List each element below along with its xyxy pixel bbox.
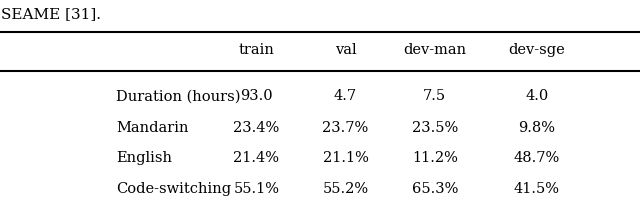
Text: 4.0: 4.0 (525, 89, 548, 103)
Text: 7.5: 7.5 (423, 89, 446, 103)
Text: 4.7: 4.7 (334, 89, 357, 103)
Text: dev-sge: dev-sge (508, 43, 565, 57)
Text: val: val (335, 43, 356, 57)
Text: 9.8%: 9.8% (518, 121, 555, 134)
Text: English: English (116, 150, 172, 164)
Text: 48.7%: 48.7% (513, 150, 560, 164)
Text: 41.5%: 41.5% (514, 181, 559, 195)
Text: SEAME [31].: SEAME [31]. (1, 7, 101, 21)
Text: Duration (hours): Duration (hours) (116, 89, 241, 103)
Text: 23.5%: 23.5% (412, 121, 458, 134)
Text: 93.0: 93.0 (240, 89, 273, 103)
Text: 23.4%: 23.4% (233, 121, 280, 134)
Text: 21.4%: 21.4% (233, 150, 279, 164)
Text: 55.2%: 55.2% (323, 181, 369, 195)
Text: 55.1%: 55.1% (233, 181, 279, 195)
Text: Code-switching: Code-switching (116, 181, 231, 195)
Text: Mandarin: Mandarin (116, 121, 189, 134)
Text: 23.7%: 23.7% (323, 121, 369, 134)
Text: dev-man: dev-man (403, 43, 467, 57)
Text: train: train (238, 43, 274, 57)
Text: 11.2%: 11.2% (412, 150, 458, 164)
Text: 21.1%: 21.1% (323, 150, 369, 164)
Text: 65.3%: 65.3% (412, 181, 458, 195)
